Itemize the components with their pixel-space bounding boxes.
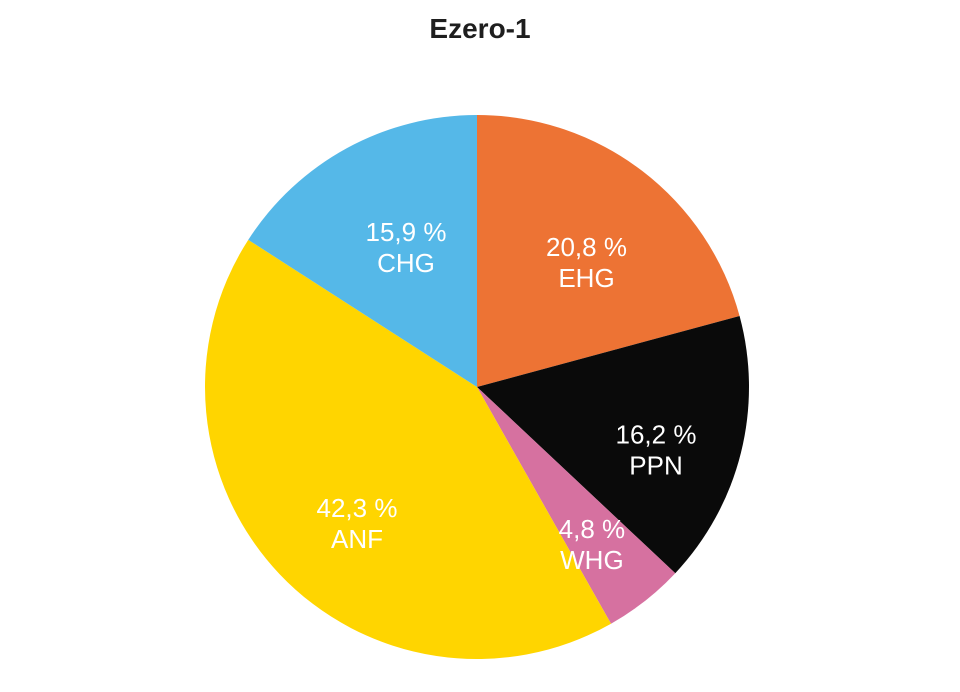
pie-slice-whg (477, 387, 676, 624)
slice-label-anf: 42,3 % ANF (317, 493, 398, 554)
slice-label-chg: 15,9 % CHG (366, 217, 447, 278)
pie-slice-ehg (477, 115, 740, 387)
slice-label-whg: 4,8 % WHG (559, 514, 626, 575)
pie-slice-chg (248, 115, 477, 387)
slice-label-ppn: 16,2 % PPN (616, 419, 697, 480)
pie-slice-ppn (477, 316, 749, 574)
chart-title: Ezero-1 (429, 13, 531, 44)
slice-label-ehg: 20,8 % EHG (546, 232, 627, 293)
pie-slice-anf (205, 239, 612, 659)
